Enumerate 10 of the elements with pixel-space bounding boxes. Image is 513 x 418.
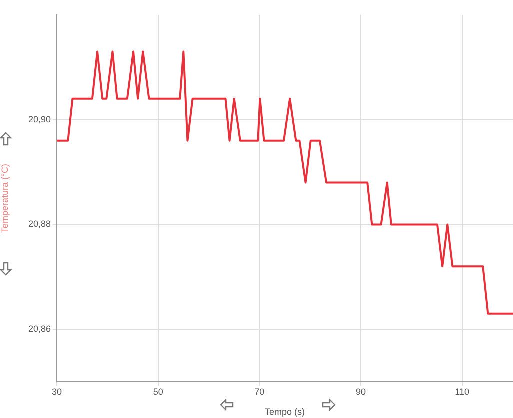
- y-tick-label: 20,88: [28, 219, 51, 230]
- y-axis-title: Temperatura (°C): [0, 164, 10, 234]
- y-tick-label: 20,90: [28, 114, 51, 124]
- x-tick-label: 50: [153, 386, 164, 397]
- x-tick-label: 90: [356, 386, 366, 397]
- x-axis-title: Tempo (s): [264, 407, 306, 418]
- x-tick-label: 110: [455, 386, 470, 397]
- x-tick-label: 30: [52, 386, 62, 397]
- y-tick-label: 20,86: [28, 324, 51, 334]
- x-tick-label: 70: [254, 386, 265, 397]
